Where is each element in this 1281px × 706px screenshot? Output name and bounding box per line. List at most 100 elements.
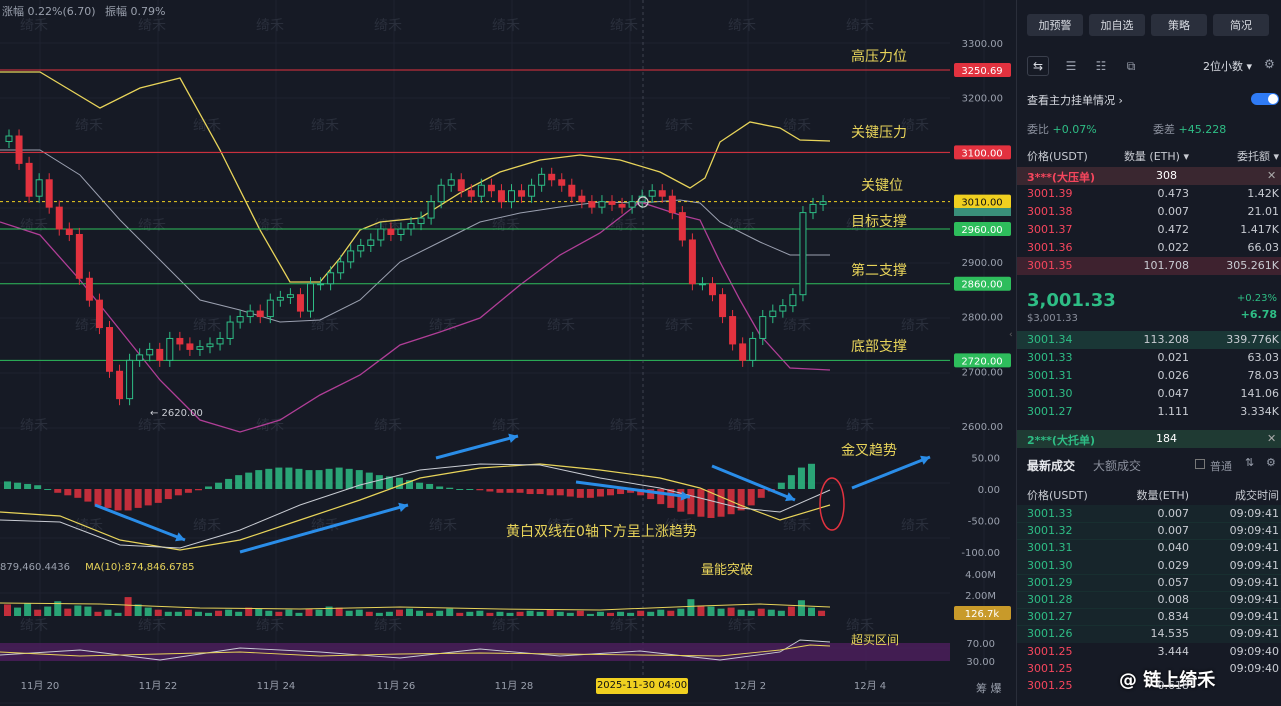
settings-gear-icon[interactable]: ⚙ (1264, 57, 1275, 71)
volume-bar (707, 606, 715, 616)
candle-body (749, 337, 757, 361)
trade-row-price: 3001.26 (1027, 627, 1073, 641)
trade-row-total: 09:09:41 (1229, 627, 1279, 641)
volume-bar (305, 608, 313, 616)
filter-icon[interactable]: ⇅ (1245, 456, 1255, 469)
trade-row[interactable]: 3001.25 09:09:40 (1017, 660, 1281, 678)
volume-bar (4, 604, 11, 616)
trade-row-qty: 0.057 (1157, 575, 1190, 589)
volume-bar (456, 612, 464, 616)
trade-row[interactable]: 3001.25 3.444 09:09:40 (1017, 643, 1281, 661)
main-orders-toggle[interactable] (1251, 93, 1279, 105)
candle-body (286, 294, 294, 298)
watermark-text: 绮禾 (20, 18, 48, 34)
macd-bar (697, 489, 705, 517)
low-price-marker: ← 2620.00 (150, 408, 203, 419)
order-diff: 委差 +45.228 (1153, 121, 1226, 137)
volume-axis-label: 2.00M (965, 591, 996, 602)
trend-arrow-head (920, 455, 930, 465)
volume-bar (345, 610, 353, 616)
orderbook-panel: 加预警 加自选 策略 简况 ⇆ ☰ ☷ ⧉ 2位小数 ▾ ⚙ 查看主力挂单情况 … (1016, 0, 1281, 706)
bid-row[interactable]: 3001.30 0.047 141.06 (1017, 385, 1281, 403)
price-tag-label: 2720.00 (961, 356, 1002, 367)
col-total[interactable]: 委托额 ▾ (1236, 150, 1279, 163)
add-watchlist-button[interactable]: 加自选 (1089, 14, 1145, 36)
big-ask-row[interactable]: 3***(大压单) 308 ✕ (1017, 167, 1281, 185)
bollinger-upper-line (0, 71, 831, 283)
time-axis-label: 11月 26 (377, 680, 416, 692)
macd-bar (14, 482, 22, 489)
depth-list-icon[interactable]: ☰ (1065, 59, 1077, 73)
bid-row[interactable]: 3001.34 113.208 339.776K (1017, 331, 1281, 349)
watermark-text: 绮禾 (610, 218, 638, 234)
macd-bar (74, 489, 82, 498)
add-alert-button[interactable]: 加预警 (1027, 14, 1083, 36)
candle-body (5, 135, 13, 142)
normal-checkbox[interactable] (1195, 459, 1205, 469)
trade-row[interactable]: 3001.29 0.057 09:09:41 (1017, 573, 1281, 592)
trade-row[interactable]: 3001.31 0.040 09:09:41 (1017, 539, 1281, 558)
tab-latest-trades[interactable]: 最新成交 (1027, 459, 1076, 473)
watermark-text: 绮禾 (846, 618, 874, 634)
diff-value: +45.228 (1178, 123, 1227, 136)
candle-body (146, 348, 154, 356)
price-tag-label: 2860.00 (961, 280, 1002, 291)
bid-row[interactable]: 3001.33 0.021 63.03 (1017, 349, 1281, 367)
collapse-handle-icon[interactable]: ‹ (1009, 330, 1013, 340)
depth-both-icon[interactable]: ⇆ (1027, 56, 1049, 76)
macd-bar (596, 489, 604, 497)
chart-corner-icons[interactable]: 筹 爆 (976, 682, 1002, 695)
last-price-usd: $3,001.33 (1027, 313, 1078, 324)
main-orders-link[interactable]: 查看主力挂单情况 › (1027, 92, 1123, 108)
volume-bar (677, 608, 685, 616)
macd-bar (426, 483, 434, 489)
close-icon[interactable]: ✕ (1267, 432, 1277, 445)
trade-row-total: 09:09:41 (1229, 593, 1279, 606)
volume-bar (627, 612, 635, 616)
volume-bar (64, 608, 72, 616)
candle-body (487, 184, 495, 192)
time-axis-label: 12月 4 (854, 680, 886, 692)
ask-row[interactable]: 3001.38 0.007 21.01 (1017, 203, 1281, 221)
trade-row[interactable]: 3001.30 0.029 09:09:41 (1017, 556, 1281, 575)
col-qty[interactable]: 数量 (ETH) ▾ (1123, 150, 1189, 163)
kline-chart-pane[interactable]: 绮禾 绮禾 绮禾 绮禾 绮禾 绮禾 绮禾 绮禾 绮禾 绮禾 绮禾 绮禾 绮禾 绮禾 绮禾 绮禾 绮禾 绮禾 绮禾 绮禾… (0, 0, 1013, 706)
watermark-text: 绮禾 (665, 518, 693, 534)
candle-body (588, 201, 596, 208)
trade-row[interactable]: 3001.27 0.834 09:09:41 (1017, 608, 1281, 627)
ask-row[interactable]: 3001.37 0.472 1.417K (1017, 221, 1281, 239)
volume-axis-label: 4.00M (965, 570, 996, 581)
watermark-text: 绮禾 (547, 118, 575, 134)
volume-bar (365, 611, 373, 616)
bid-row[interactable]: 3001.31 0.026 78.03 (1017, 367, 1281, 385)
macd-bar (174, 489, 182, 496)
macd-bar (747, 489, 755, 506)
big-bid-row[interactable]: 2***(大托单) 184 ✕ (1017, 430, 1281, 448)
trade-row[interactable]: 3001.25 0.618 (1017, 677, 1281, 695)
bid-row-total: 141.06 (1240, 387, 1280, 400)
ask-row[interactable]: 3001.39 0.473 1.42K (1017, 185, 1281, 203)
bid-row[interactable]: 3001.27 1.111 3.334K (1017, 403, 1281, 421)
ask-row[interactable]: 3001.36 0.022 66.03 (1017, 239, 1281, 257)
depth-bids-icon[interactable]: ⧉ (1126, 59, 1136, 73)
settings-icon[interactable]: ⚙ (1266, 456, 1276, 469)
strategy-button[interactable]: 策略 (1151, 14, 1207, 36)
annotation-bottom-support: 底部支撑 (851, 339, 907, 355)
candle-body (296, 294, 304, 312)
depth-asks-icon[interactable]: ☷ (1095, 59, 1107, 73)
annotation-golden-cross: 金叉趋势 (841, 443, 897, 459)
tab-large-trades[interactable]: 大额成交 (1093, 459, 1142, 473)
close-icon[interactable]: ✕ (1267, 169, 1277, 182)
trade-row[interactable]: 3001.33 0.007 09:09:41 (1017, 505, 1281, 523)
ask-row[interactable]: 3001.35 101.708 305.261K (1017, 257, 1281, 275)
trade-row[interactable]: 3001.26 14.535 09:09:41 (1017, 625, 1281, 644)
macd-bar (777, 482, 785, 489)
ask-row-price: 3001.36 (1027, 241, 1073, 254)
trade-row[interactable]: 3001.32 0.007 09:09:41 (1017, 522, 1281, 541)
precision-select[interactable]: 2位小数 ▾ (1203, 58, 1252, 74)
overview-button[interactable]: 简况 (1213, 14, 1269, 36)
trade-row[interactable]: 3001.28 0.008 09:09:41 (1017, 591, 1281, 609)
candle-body (759, 316, 767, 339)
candle-body (698, 283, 706, 286)
